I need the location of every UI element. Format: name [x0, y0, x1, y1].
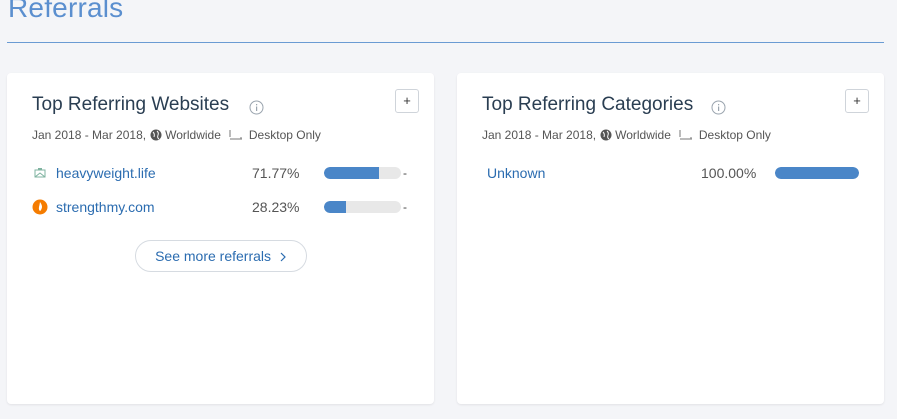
- share-bar: [324, 201, 401, 213]
- chevron-right-icon: [280, 252, 286, 262]
- card-title: Top Referring Websites: [32, 94, 230, 115]
- section-title: Referrals: [8, 0, 124, 23]
- region-label: Worldwide: [165, 128, 221, 142]
- see-more-label: See more referrals: [155, 248, 272, 264]
- device-label: Desktop Only: [248, 128, 321, 142]
- list-item[interactable]: heavyweight.life 71.77% -: [32, 163, 412, 183]
- list-item[interactable]: strengthmy.com 28.23% -: [32, 197, 412, 217]
- top-referring-websites-card: Top Referring Websites + Jan 2018 - Mar …: [7, 73, 434, 404]
- share-value: 100.00%: [701, 165, 757, 181]
- row-trailing: -: [403, 200, 407, 214]
- share-value: 28.23%: [252, 199, 300, 215]
- share-value: 71.77%: [252, 165, 300, 181]
- globe-icon: [600, 129, 612, 141]
- globe-icon: [150, 129, 162, 141]
- region-label: Worldwide: [615, 128, 671, 142]
- referrer-link[interactable]: strengthmy.com: [56, 199, 155, 215]
- list-item[interactable]: Unknown 100.00%: [487, 163, 862, 183]
- site-favicon-icon: [34, 168, 46, 178]
- add-widget-button[interactable]: +: [395, 89, 419, 113]
- category-link[interactable]: Unknown: [487, 165, 546, 181]
- device-label: Desktop Only: [698, 128, 771, 142]
- share-bar: [324, 167, 401, 179]
- info-icon[interactable]: [711, 100, 726, 115]
- flame-icon: [32, 199, 48, 215]
- card-title: Top Referring Categories: [482, 94, 694, 115]
- info-icon[interactable]: [249, 100, 264, 115]
- row-trailing: -: [403, 166, 407, 180]
- see-more-referrals-button[interactable]: See more referrals: [135, 240, 307, 272]
- date-range: Jan 2018 - Mar 2018,: [32, 128, 147, 142]
- desktop-icon: [229, 130, 242, 140]
- desktop-icon: [679, 130, 692, 140]
- referrer-link[interactable]: heavyweight.life: [56, 165, 156, 181]
- top-referring-categories-card: Top Referring Categories + Jan 2018 - Ma…: [457, 73, 884, 404]
- share-bar: [775, 167, 859, 179]
- add-widget-button[interactable]: +: [845, 89, 869, 113]
- section-divider: [7, 42, 884, 43]
- card-meta: Jan 2018 - Mar 2018, Worldwide Desktop O…: [482, 128, 771, 142]
- date-range: Jan 2018 - Mar 2018,: [482, 128, 597, 142]
- card-meta: Jan 2018 - Mar 2018, Worldwide Desktop O…: [32, 128, 321, 142]
